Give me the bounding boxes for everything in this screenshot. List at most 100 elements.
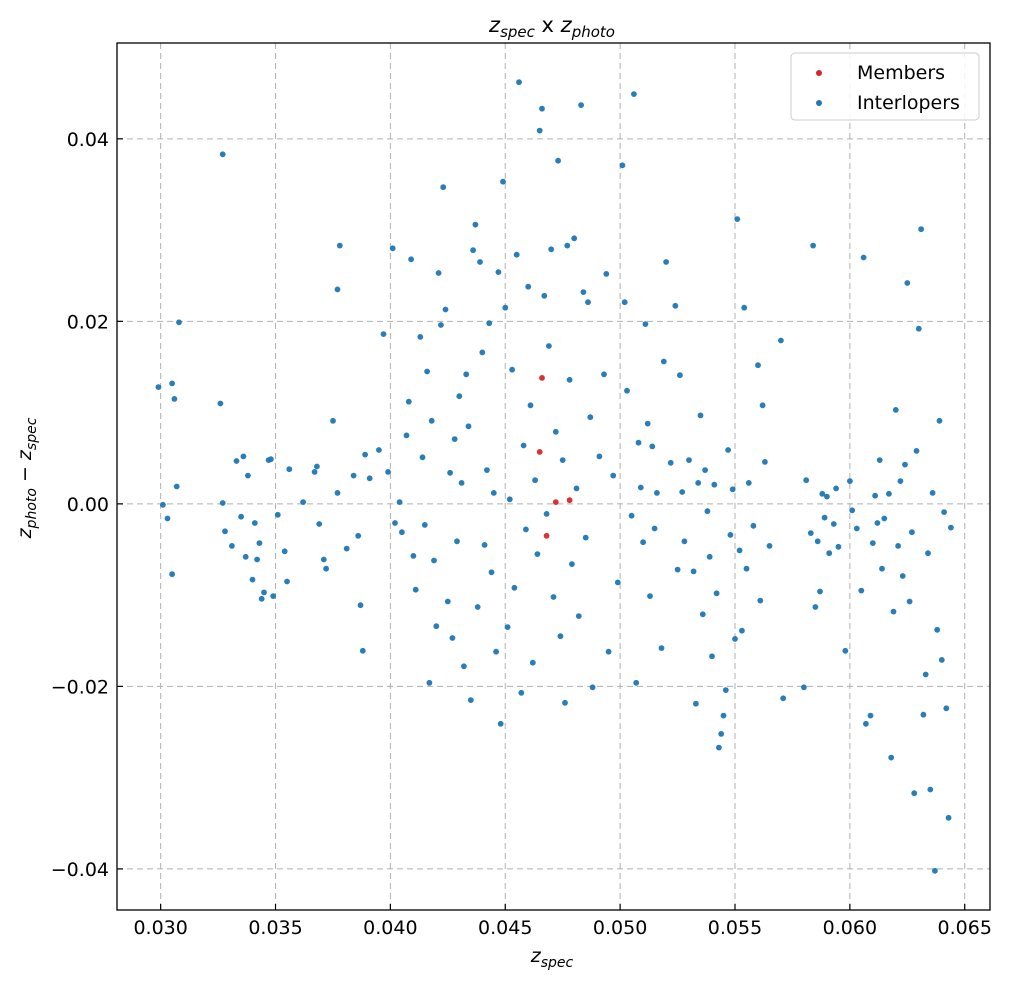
interlopers-point xyxy=(435,270,442,276)
interlopers-point xyxy=(677,372,683,379)
chart-title: zspec x zphoto xyxy=(488,13,615,41)
interlopers-point xyxy=(621,299,628,306)
interlopers-point xyxy=(814,538,821,545)
title-z-spec-main: z xyxy=(488,13,501,37)
interlopers-point xyxy=(474,604,481,610)
interlopers-point xyxy=(575,613,582,619)
interlopers-point xyxy=(451,436,458,442)
interlopers-point xyxy=(925,550,931,557)
interlopers-point xyxy=(945,814,952,821)
title-joiner: x xyxy=(535,13,561,37)
title-z-photo-sub: photo xyxy=(571,23,615,41)
interlopers-point xyxy=(461,663,467,670)
interlopers-point xyxy=(557,633,564,640)
members-point xyxy=(566,497,573,504)
interlopers-point xyxy=(573,485,580,492)
interlopers-point xyxy=(251,520,258,526)
interlopers-point xyxy=(633,679,640,686)
interlopers-point xyxy=(320,556,327,563)
interlopers-point xyxy=(762,459,768,465)
interlopers-point xyxy=(706,553,713,560)
interlopers-point xyxy=(686,457,692,463)
interlopers-point xyxy=(417,334,424,340)
interlopers-point xyxy=(578,102,584,108)
interlopers-point xyxy=(867,712,874,719)
x-tick-label: 0.050 xyxy=(593,917,647,939)
interlopers-point xyxy=(674,566,681,573)
interlopers-point xyxy=(571,235,578,242)
interlopers-point xyxy=(440,184,447,191)
y-tick-label: 0.04 xyxy=(67,129,109,151)
interlopers-point xyxy=(529,659,536,666)
interlopers-point xyxy=(660,358,667,365)
interlopers-point xyxy=(550,594,557,600)
interlopers-point xyxy=(497,720,504,727)
interlopers-point xyxy=(334,490,341,496)
interlopers-point xyxy=(261,589,267,596)
interlopers-point xyxy=(651,525,658,532)
interlopers-point xyxy=(569,561,575,567)
interlopers-point xyxy=(918,226,924,233)
interlopers-point xyxy=(470,247,476,254)
interlopers-point xyxy=(821,514,828,521)
interlopers-point xyxy=(541,292,548,299)
interlopers-point xyxy=(465,423,472,430)
interlopers-point xyxy=(548,246,555,253)
interlopers-point xyxy=(936,417,943,424)
interlopers-point xyxy=(258,595,265,602)
title-z-spec-sub: spec xyxy=(500,23,536,41)
interlopers-point xyxy=(693,700,699,707)
interlopers-point xyxy=(238,513,245,520)
x-tick-label: 0.045 xyxy=(478,917,532,939)
interlopers-point xyxy=(902,461,908,468)
interlopers-point xyxy=(564,242,571,249)
y-axis-label: zphoto − zspec xyxy=(14,417,40,539)
interlopers-point xyxy=(718,731,725,737)
title-z-photo-main: z xyxy=(560,13,573,37)
interlopers-point xyxy=(888,754,895,761)
interlopers-point xyxy=(932,867,938,874)
interlopers-point xyxy=(580,289,587,295)
interlopers-point xyxy=(872,492,878,499)
interlopers-point xyxy=(922,671,929,678)
interlopers-point xyxy=(424,368,430,375)
interlopers-point xyxy=(849,507,856,514)
interlopers-point xyxy=(810,242,816,249)
interlopers-point xyxy=(164,515,171,522)
interlopers-point xyxy=(405,398,412,405)
interlopers-point xyxy=(355,532,362,539)
interlopers-point xyxy=(672,302,679,309)
interlopers-point xyxy=(509,366,515,373)
interlopers-point xyxy=(948,524,954,531)
interlopers-point xyxy=(743,565,750,572)
interlopers-point xyxy=(647,593,653,599)
interlopers-point xyxy=(824,493,830,500)
interlopers-point xyxy=(396,499,403,505)
x-axis-ticks: 0.030 0.035 0.040 0.045 0.050 0.055 0.060 0.065 xyxy=(133,904,992,939)
interlopers-point xyxy=(830,521,837,527)
x-axis-label: zspec xyxy=(530,945,574,971)
interlopers-point xyxy=(454,538,460,545)
interlopers-point xyxy=(732,636,738,642)
interlopers-point xyxy=(899,573,906,579)
interlopers-point xyxy=(245,472,251,479)
x-tick-label: 0.055 xyxy=(708,917,762,939)
interlopers-point xyxy=(631,91,637,97)
interlopers-point xyxy=(438,322,444,328)
interlopers-point xyxy=(559,457,566,463)
legend: Members Interlopers xyxy=(790,52,980,121)
interlopers-point xyxy=(171,396,178,402)
scatter-points xyxy=(155,79,954,874)
interlopers-point xyxy=(649,443,656,450)
interlopers-point xyxy=(449,635,456,641)
interlopers-point xyxy=(654,490,660,496)
interlopers-point xyxy=(941,509,947,515)
interlopers-point xyxy=(502,304,509,311)
interlopers-point xyxy=(585,299,591,306)
interlopers-point xyxy=(520,442,527,449)
y-label-main1: z xyxy=(14,527,36,539)
interlopers-point xyxy=(376,447,382,453)
interlopers-point xyxy=(467,697,474,703)
interlopers-point xyxy=(314,463,320,470)
interlopers-point xyxy=(757,597,764,604)
